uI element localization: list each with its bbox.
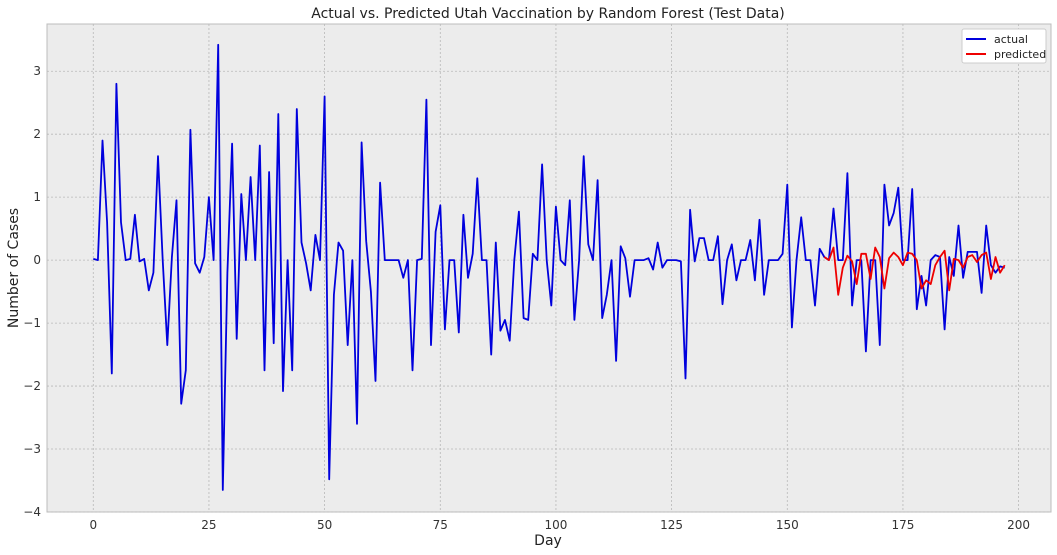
y-tick-label: −4 [23, 505, 41, 519]
legend-label-predicted: predicted [994, 48, 1046, 61]
plot-area [46, 23, 1052, 513]
y-tick-label: −3 [23, 442, 41, 456]
x-tick-label: 75 [433, 518, 448, 532]
grid [47, 24, 1051, 513]
y-tick-label: 1 [33, 190, 41, 204]
legend: actual predicted [961, 28, 1047, 64]
x-tick-label: 50 [317, 518, 332, 532]
x-tick-label: 150 [776, 518, 799, 532]
x-axis: 0 25 50 75 100 125 150 175 200 [89, 518, 1030, 532]
legend-label-actual: actual [994, 33, 1028, 46]
y-axis-label: Number of Cases [6, 208, 22, 328]
x-tick-label: 125 [660, 518, 683, 532]
y-tick-label: −2 [23, 379, 41, 393]
x-tick-label: 175 [891, 518, 914, 532]
y-tick-label: 0 [33, 253, 41, 267]
series-line-predicted [823, 246, 1006, 296]
x-tick-label: 100 [544, 518, 567, 532]
y-tick-label: −1 [23, 316, 41, 330]
y-axis: −4 −3 −2 −1 0 1 2 3 [23, 64, 41, 519]
series-line-actual [93, 43, 1005, 491]
y-tick-label: 3 [33, 64, 41, 78]
x-tick-label: 0 [89, 518, 97, 532]
x-tick-label: 200 [1007, 518, 1030, 532]
x-tick-label: 25 [201, 518, 216, 532]
series-layer [93, 43, 1006, 491]
y-tick-label: 2 [33, 127, 41, 141]
chart-title: Actual vs. Predicted Utah Vaccination by… [311, 6, 785, 22]
x-axis-label: Day [534, 533, 562, 549]
